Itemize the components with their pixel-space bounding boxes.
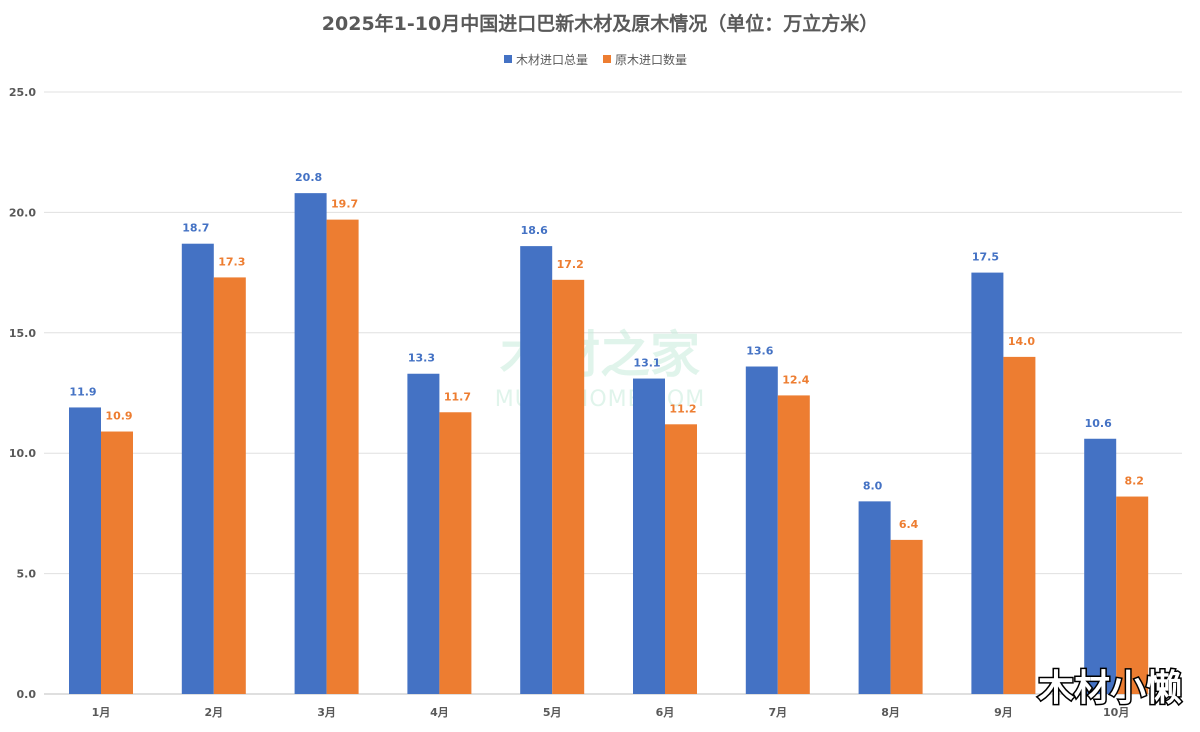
- legend-swatch: [504, 55, 512, 63]
- bar: [407, 373, 440, 694]
- bar: [1084, 438, 1117, 694]
- x-tick-label: 3月: [317, 706, 336, 719]
- data-label: 13.6: [746, 345, 773, 358]
- bar: [439, 412, 472, 694]
- legend-label: 原木进口数量: [615, 52, 687, 67]
- x-tick-label: 1月: [92, 706, 111, 719]
- legend-swatch: [603, 55, 611, 63]
- y-tick-label: 20.0: [9, 206, 36, 219]
- data-label: 12.4: [782, 373, 809, 386]
- x-tick-label: 4月: [430, 706, 449, 719]
- data-label: 11.9: [69, 385, 96, 398]
- data-label: 17.2: [557, 258, 584, 271]
- data-label: 10.6: [1085, 417, 1112, 430]
- x-tick-label: 8月: [881, 706, 900, 719]
- data-label: 18.6: [521, 224, 548, 237]
- bar: [1116, 496, 1149, 694]
- y-tick-label: 15.0: [9, 327, 36, 340]
- bar: [777, 395, 810, 694]
- data-label: 14.0: [1008, 335, 1035, 348]
- y-tick-label: 5.0: [17, 568, 37, 581]
- x-tick-label: 7月: [768, 706, 787, 719]
- data-label: 13.1: [633, 357, 660, 370]
- y-axis: 0.0 5.0 10.0 15.0 20.0 25.0: [9, 86, 36, 701]
- x-tick-label: 2月: [204, 706, 223, 719]
- chart-title: 2025年1-10月中国进口巴新木材及原木情况（单位：万立方米）: [322, 12, 878, 35]
- bar: [101, 431, 133, 694]
- y-tick-label: 0.0: [17, 688, 37, 701]
- bar: [181, 243, 214, 695]
- data-label: 13.3: [408, 352, 435, 365]
- legend-label: 木材进口总量: [516, 53, 588, 67]
- data-label: 17.5: [972, 251, 999, 264]
- bar: [971, 272, 1004, 694]
- bar: [633, 378, 665, 694]
- data-label: 17.3: [218, 255, 245, 268]
- bar: [213, 277, 246, 694]
- data-label: 8.2: [1124, 475, 1144, 488]
- bar: [858, 501, 891, 694]
- bars: [69, 193, 1149, 695]
- bar: [69, 407, 101, 694]
- data-label: 20.8: [295, 171, 322, 184]
- bar: [326, 219, 359, 694]
- data-label: 8.0: [863, 479, 883, 492]
- bar: [665, 424, 697, 694]
- x-tick-label: 10月: [1103, 706, 1129, 719]
- x-axis: 1月 2月 3月 4月 5月 6月 7月 8月 9月 10月: [92, 706, 1130, 719]
- bar: [294, 193, 327, 695]
- legend: 木材进口总量 原木进口数量: [504, 52, 687, 67]
- data-labels: 11.9 10.9 18.7 17.3 20.8 19.7 13.3 11.7 18.6 17.2…: [69, 171, 1144, 531]
- bar: [552, 279, 585, 694]
- y-tick-label: 10.0: [9, 447, 36, 460]
- data-label: 11.2: [669, 402, 696, 415]
- x-tick-label: 6月: [656, 706, 675, 719]
- data-label: 6.4: [899, 518, 919, 531]
- bar: [1003, 356, 1036, 694]
- corner-watermark: 木材小懒: [1038, 668, 1182, 709]
- bar: [890, 539, 923, 694]
- bar: [745, 366, 778, 694]
- data-label: 19.7: [331, 198, 358, 211]
- x-tick-label: 5月: [543, 706, 562, 719]
- x-tick-label: 9月: [994, 706, 1013, 719]
- data-label: 10.9: [105, 410, 132, 423]
- data-label: 18.7: [182, 222, 209, 235]
- bar: [520, 246, 553, 694]
- y-tick-label: 25.0: [9, 86, 36, 99]
- data-label: 11.7: [444, 390, 471, 403]
